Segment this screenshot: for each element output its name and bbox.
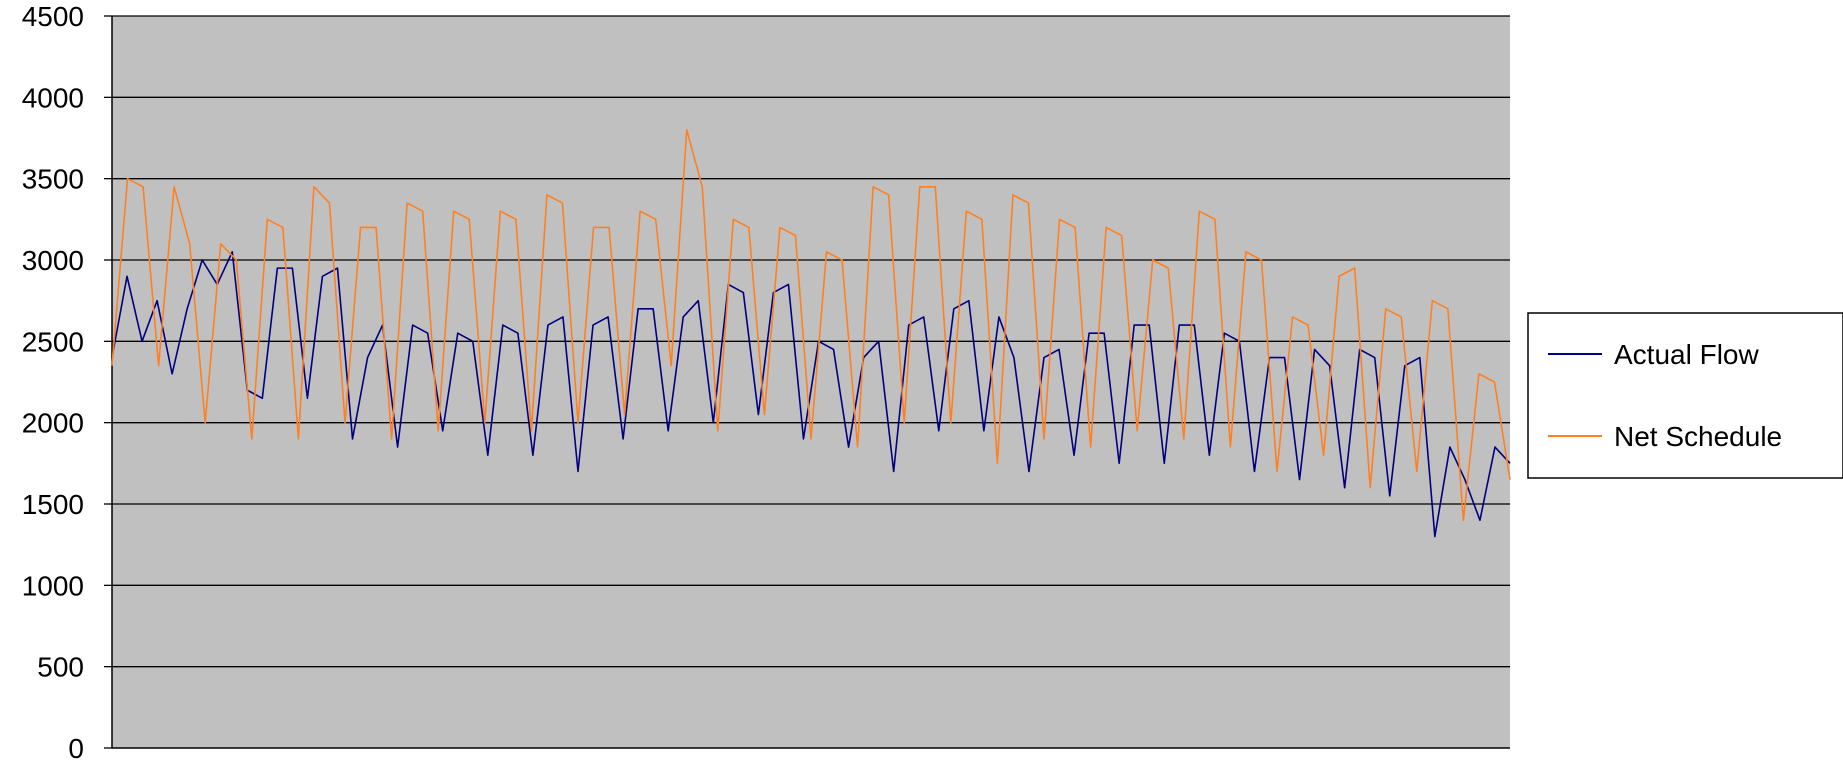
y-tick-label: 500 [37,652,84,683]
series-line-actual-flow [111,251,1511,538]
series-line-net-schedule [111,129,1511,522]
y-tick-label: 3500 [22,164,84,195]
y-tick-label: 1500 [22,489,84,520]
series-lines [111,129,1511,538]
y-tick-label: 2000 [22,408,84,439]
y-axis-ticks: 0 500 1000 1500 2000 2500 3000 3500 4000 4500 [22,1,112,764]
y-tick-label: 2500 [22,326,84,357]
legend-label-net-schedule: Net Schedule [1614,421,1782,452]
y-tick-label: 0 [68,733,84,763]
legend: Actual Flow Net Schedule [1527,312,1843,479]
axes [111,16,1510,749]
y-tick-label: 3000 [22,245,84,276]
legend-box [1527,312,1843,479]
plot-area [112,16,1510,748]
y-tick-label: 4000 [22,82,84,113]
legend-label-actual-flow: Actual Flow [1614,339,1759,370]
y-tick-label: 4500 [22,1,84,32]
y-tick-label: 1000 [22,570,84,601]
